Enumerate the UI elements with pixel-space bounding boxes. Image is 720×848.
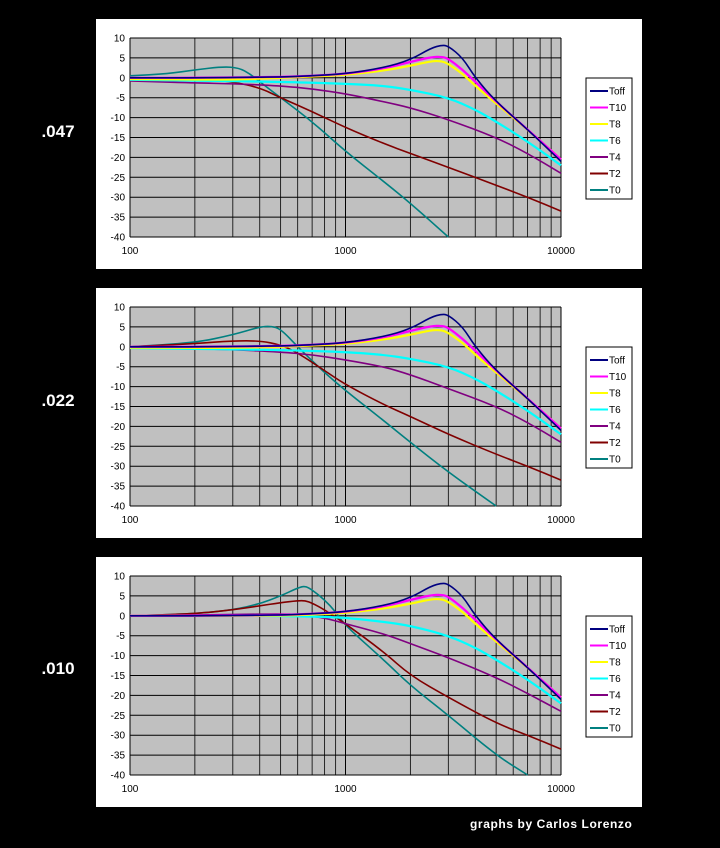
chart-panel-010: 10 5 0 -5 -10 -15 -20 -25 -30 -35 -40 100 1000 10000 T… xyxy=(96,557,642,807)
panel-label-022: .022 xyxy=(41,391,75,410)
chart-022: 10 5 0 -5 -10 -15 -20 -25 -30 -35 -40 100 1000 10000 T… xyxy=(111,303,633,526)
legend-label-t0: T0 xyxy=(609,186,621,197)
x-tick-label: 100 xyxy=(122,246,139,257)
legend-label-t10: T10 xyxy=(609,103,627,114)
legend-label-t10: T10 xyxy=(609,372,627,383)
y-tick-label: 0 xyxy=(119,73,125,84)
legend-label-t2: T2 xyxy=(609,707,621,718)
y-tick-label: -30 xyxy=(111,462,126,473)
y-tick-label: 5 xyxy=(119,322,125,333)
y-tick-label: -20 xyxy=(111,691,126,702)
y-tick-label: -10 xyxy=(111,651,126,662)
legend-label-t4: T4 xyxy=(609,153,621,164)
x-tick-label: 10000 xyxy=(547,515,575,526)
chart-panel-022: 10 5 0 -5 -10 -15 -20 -25 -30 -35 -40 100 1000 10000 T… xyxy=(96,288,642,538)
y-tick-label: -15 xyxy=(111,402,126,413)
series-line-t2 xyxy=(129,340,562,481)
legend-label-t0: T0 xyxy=(609,724,621,735)
y-tick-label: -25 xyxy=(111,173,126,184)
y-tick-label: 10 xyxy=(114,34,126,45)
legend-label-t8: T8 xyxy=(609,120,621,131)
x-tick-label: 1000 xyxy=(334,784,357,795)
series-line-toff xyxy=(130,582,562,700)
legend-label-t0: T0 xyxy=(609,455,621,466)
legend: Toff T10 T8 T6 T4 T2 T0 xyxy=(585,615,633,738)
y-tick-label: -25 xyxy=(111,711,126,722)
y-tick-label: -5 xyxy=(116,93,125,104)
y-tick-label: -40 xyxy=(111,233,126,244)
series-line-t0 xyxy=(129,325,497,507)
legend-label-t10: T10 xyxy=(609,641,627,652)
legend-label-t2: T2 xyxy=(609,438,621,449)
legend-label-t4: T4 xyxy=(609,422,621,433)
legend-box xyxy=(585,615,633,738)
legend: Toff T10 T8 T6 T4 T2 T0 xyxy=(585,346,633,469)
y-tick-label: -40 xyxy=(111,771,126,782)
y-tick-label: -5 xyxy=(116,362,125,373)
x-tick-label: 100 xyxy=(122,784,139,795)
y-tick-label: 5 xyxy=(119,591,125,602)
legend-box xyxy=(585,77,633,200)
y-tick-label: 0 xyxy=(119,611,125,622)
y-tick-label: -10 xyxy=(111,113,126,124)
series-line-t6 xyxy=(129,346,562,436)
panel-label-010: .010 xyxy=(41,659,75,678)
legend-label-toff: Toff xyxy=(609,87,625,98)
y-tick-label: -15 xyxy=(111,133,126,144)
x-tick-label: 10000 xyxy=(547,246,575,257)
y-tick-label: -30 xyxy=(111,731,126,742)
legend-label-t6: T6 xyxy=(609,136,621,147)
series-line-toff xyxy=(130,44,562,162)
legend-label-toff: Toff xyxy=(609,625,625,636)
y-tick-label: -20 xyxy=(111,153,126,164)
credit-text: graphs by Carlos Lorenzo xyxy=(470,817,633,831)
y-tick-label: 0 xyxy=(119,342,125,353)
legend-label-t8: T8 xyxy=(609,658,621,669)
y-tick-label: -30 xyxy=(111,193,126,204)
legend-label-toff: Toff xyxy=(609,356,625,367)
series-line-toff xyxy=(130,313,562,431)
y-tick-label: -35 xyxy=(111,482,126,493)
legend-label-t2: T2 xyxy=(609,169,621,180)
y-tick-label: -40 xyxy=(111,502,126,513)
series-line-t6 xyxy=(129,78,562,167)
legend-label-t8: T8 xyxy=(609,389,621,400)
x-tick-label: 1000 xyxy=(334,515,357,526)
y-tick-label: -5 xyxy=(116,631,125,642)
y-tick-label: -35 xyxy=(111,751,126,762)
y-tick-label: -25 xyxy=(111,442,126,453)
chart-010: 10 5 0 -5 -10 -15 -20 -25 -30 -35 -40 100 1000 10000 T… xyxy=(111,572,633,795)
series-line-t8 xyxy=(129,59,562,161)
legend-box xyxy=(585,346,633,469)
legend: Toff T10 T8 T6 T4 T2 T0 xyxy=(585,77,633,200)
legend-label-t6: T6 xyxy=(609,674,621,685)
chart-panel-047: 10 5 0 -5 -10 -15 -20 -25 -30 -35 -40 100 1000 10000 T… xyxy=(96,19,642,269)
series-line-t2 xyxy=(129,599,562,750)
y-tick-label: 10 xyxy=(114,303,126,314)
legend-label-t4: T4 xyxy=(609,691,621,702)
y-tick-label: -35 xyxy=(111,213,126,224)
y-tick-label: -10 xyxy=(111,382,126,393)
panel-label-047: .047 xyxy=(41,122,75,141)
x-tick-label: 10000 xyxy=(547,784,575,795)
x-tick-label: 1000 xyxy=(334,246,357,257)
x-tick-label: 100 xyxy=(122,515,139,526)
legend-label-t6: T6 xyxy=(609,405,621,416)
y-tick-label: -20 xyxy=(111,422,126,433)
y-tick-label: 5 xyxy=(119,53,125,64)
chart-047: 10 5 0 -5 -10 -15 -20 -25 -30 -35 -40 100 1000 10000 T… xyxy=(111,34,633,257)
y-tick-label: -15 xyxy=(111,671,126,682)
y-tick-label: 10 xyxy=(114,572,126,583)
series-line-t4 xyxy=(129,80,562,175)
